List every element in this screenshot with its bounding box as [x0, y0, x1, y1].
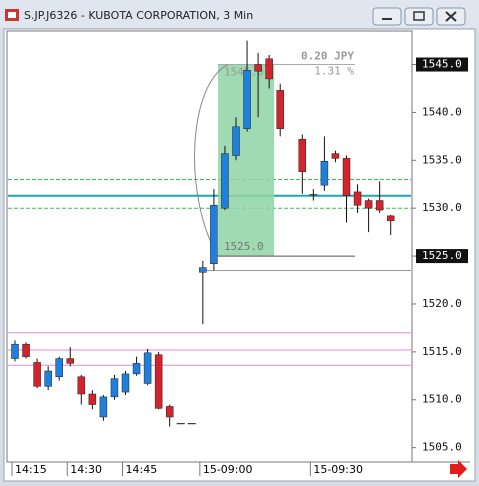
- scroll-arrow[interactable]: [450, 460, 467, 478]
- measure-percent: 1.31 %: [314, 65, 354, 78]
- y-tick-label: 1515.0: [422, 345, 462, 358]
- candle-body: [44, 370, 52, 387]
- candle-body: [298, 138, 307, 173]
- candle-body: [121, 373, 130, 393]
- maximize-icon: [413, 11, 425, 21]
- minimize-button[interactable]: [372, 7, 402, 26]
- measure-change: 0.20 JPY: [301, 50, 354, 63]
- candle-body: [364, 200, 373, 209]
- x-tick-label: 15-09:00: [203, 463, 253, 476]
- candle-body: [132, 363, 141, 375]
- candle-body: [232, 126, 240, 156]
- candle-body: [353, 191, 362, 206]
- maximize-button[interactable]: [404, 7, 434, 26]
- candle-body: [33, 362, 41, 387]
- candle-body: [265, 58, 273, 80]
- candle-body: [221, 153, 229, 209]
- candle-body: [66, 358, 74, 364]
- candle-body: [165, 406, 174, 418]
- candle-body: [375, 200, 384, 211]
- candle-body: [55, 358, 63, 378]
- candle-body: [11, 343, 19, 359]
- y-tick-label: 1505.0: [422, 441, 462, 454]
- y-tick-highlight: [416, 57, 468, 72]
- y-tick-label: 1525.0: [422, 249, 462, 262]
- measure-from-label: 1525.0: [224, 240, 264, 253]
- candle-body: [331, 153, 340, 159]
- candle-body: [386, 215, 395, 221]
- window-title: S.JP.J6326 - KUBOTA CORPORATION, 3 Min: [24, 9, 253, 22]
- candle-body: [320, 161, 329, 186]
- x-tick-label: 14:45: [126, 463, 158, 476]
- candle-body: [77, 376, 86, 395]
- candle-body: [143, 352, 152, 384]
- candle-body: [110, 378, 119, 398]
- y-tick-label: 1535.0: [422, 153, 462, 166]
- candle-body: [154, 354, 163, 409]
- x-tick-label: 14:15: [15, 463, 47, 476]
- candle-body: [276, 90, 284, 129]
- close-icon: [445, 11, 457, 22]
- candle-body: [22, 343, 30, 357]
- measure-arc: [194, 64, 229, 257]
- candle-body: [243, 70, 251, 129]
- y-tick-label: 1510.0: [422, 393, 462, 406]
- window-buttons: [372, 7, 466, 26]
- app-icon: [8, 12, 16, 18]
- y-tick-label: 1540.0: [422, 105, 462, 118]
- x-tick-label: 14:30: [70, 463, 102, 476]
- y-tick-label: 1545.0: [422, 58, 462, 71]
- candle-body: [210, 205, 218, 264]
- candle-body: [254, 64, 262, 72]
- candle-body: [199, 267, 207, 273]
- y-tick-highlight: [416, 249, 468, 264]
- candle-body: [99, 396, 108, 418]
- y-tick-label: 1520.0: [422, 297, 462, 310]
- candle-body: [88, 393, 97, 405]
- x-tick-label: 15-09:30: [313, 463, 363, 476]
- y-tick-label: 1530.0: [422, 201, 462, 214]
- candle-body: [342, 158, 351, 196]
- plot-frame: [6, 30, 413, 463]
